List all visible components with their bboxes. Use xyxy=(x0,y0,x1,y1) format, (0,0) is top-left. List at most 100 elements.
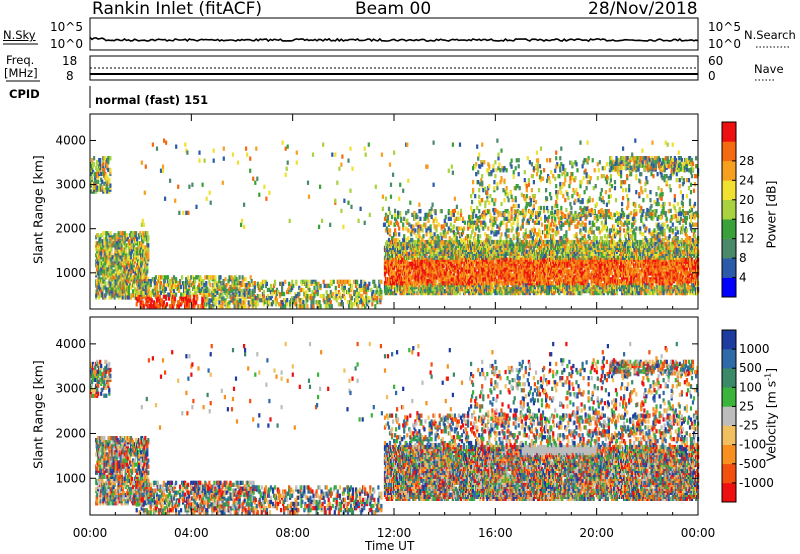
power-cell xyxy=(133,251,137,256)
power-cell xyxy=(238,275,241,280)
power-cell xyxy=(273,279,277,284)
power-cell xyxy=(279,291,282,297)
power-cell xyxy=(320,293,323,299)
power-cell xyxy=(405,269,408,274)
power-cell xyxy=(109,231,112,236)
power-cell xyxy=(266,287,269,293)
power-cell xyxy=(144,284,147,290)
power-cell xyxy=(208,292,211,297)
power-cell xyxy=(162,294,165,299)
power-cell xyxy=(154,275,157,280)
power-cell xyxy=(112,269,115,274)
power-cell xyxy=(193,284,196,290)
power-cell xyxy=(112,275,115,280)
power-cell xyxy=(343,296,346,301)
power-cell xyxy=(494,290,497,296)
power-cell xyxy=(374,304,377,309)
power-cell xyxy=(268,302,272,307)
power-cell xyxy=(140,304,143,309)
power-cell xyxy=(238,290,241,295)
power-cell xyxy=(514,263,517,268)
power-cell xyxy=(147,247,150,252)
power-cell xyxy=(104,189,107,194)
power-cell xyxy=(312,304,315,309)
freq-left-tick-bottom: 8 xyxy=(66,69,74,83)
power-cell xyxy=(431,287,434,292)
power-cell xyxy=(380,296,383,301)
noise-right-tick-top: 10^5 xyxy=(708,20,741,34)
power-cell xyxy=(521,287,524,292)
power-cell xyxy=(214,288,217,293)
power-cell xyxy=(329,289,332,295)
power-cell xyxy=(331,291,334,297)
power-cell xyxy=(124,267,127,272)
power-cell xyxy=(337,302,340,307)
power-cell xyxy=(106,231,109,236)
power-cell xyxy=(125,233,128,238)
power-cell xyxy=(284,304,287,309)
power-cell xyxy=(96,167,99,173)
power-cell xyxy=(506,273,509,278)
power-cell xyxy=(150,304,153,309)
power-cell xyxy=(203,294,206,299)
power-cell xyxy=(435,239,438,245)
power-cell xyxy=(253,281,256,286)
power-cell xyxy=(97,291,100,296)
power-cell xyxy=(110,251,113,256)
power-cell xyxy=(377,291,380,297)
power-cell xyxy=(233,304,236,309)
power-cell xyxy=(166,275,170,280)
power-cell xyxy=(100,255,103,260)
power-cell xyxy=(350,283,354,289)
power-cell xyxy=(117,271,120,276)
power-cell xyxy=(407,283,410,288)
power-cell xyxy=(245,282,248,288)
power-cell xyxy=(306,304,309,309)
power-cell xyxy=(467,275,470,280)
power-cell xyxy=(307,283,310,289)
power-cell xyxy=(380,289,383,295)
power-cell xyxy=(238,286,241,291)
power-cell xyxy=(165,302,169,307)
power-cell xyxy=(161,275,164,280)
power-cell xyxy=(124,285,127,290)
power-cell xyxy=(96,185,99,190)
power-cell xyxy=(317,281,320,286)
power-cell xyxy=(360,279,363,284)
power-cell xyxy=(163,304,167,309)
power-cell xyxy=(188,304,191,309)
cpid-value: normal (fast) 151 xyxy=(95,93,209,107)
power-cell xyxy=(146,269,149,274)
power-cell xyxy=(560,241,563,247)
power-cell xyxy=(107,160,110,165)
power-cell xyxy=(107,167,110,173)
power-cell xyxy=(310,279,313,284)
power-cell xyxy=(152,292,155,297)
power-cell xyxy=(138,279,141,284)
power-cell xyxy=(180,292,183,297)
power-cell xyxy=(155,284,158,290)
power-cell xyxy=(219,275,222,280)
power-cell xyxy=(195,300,198,305)
power-cell xyxy=(515,241,518,247)
power-cell xyxy=(353,302,356,307)
power-cell xyxy=(249,300,252,305)
power-cell xyxy=(489,245,492,251)
power-cell xyxy=(202,298,205,303)
power-cell xyxy=(163,279,167,284)
power-cell xyxy=(558,269,561,274)
power-cell xyxy=(225,282,228,288)
power-cell xyxy=(472,267,475,272)
power-cell xyxy=(400,241,403,247)
power-cell xyxy=(350,296,354,301)
power-cell xyxy=(175,292,178,297)
power-cell xyxy=(124,289,127,294)
power-cell xyxy=(178,300,181,305)
power-cell xyxy=(106,239,109,244)
power-cell xyxy=(115,281,118,286)
power-cell xyxy=(507,239,510,245)
power-cell xyxy=(256,302,259,307)
power-cell xyxy=(106,163,109,169)
power-cell xyxy=(207,298,210,303)
power-cell xyxy=(187,275,190,280)
